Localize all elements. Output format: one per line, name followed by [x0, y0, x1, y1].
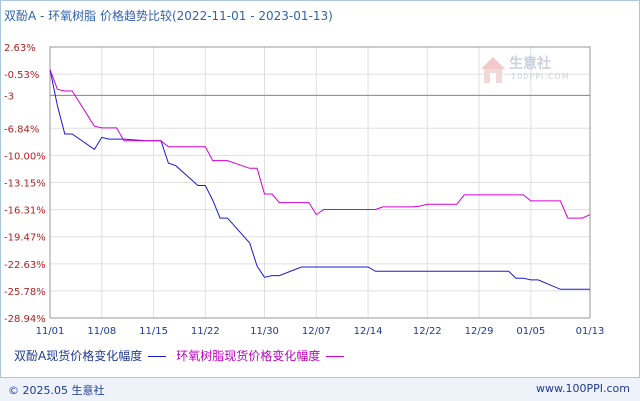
footer-bar: © 2025.05 生意社 www.100PPI.com [0, 377, 640, 401]
legend-label-b: 环氧树脂现货价格变化幅度 [176, 349, 321, 363]
x-tick-label: 01/05 [516, 326, 545, 337]
y-tick-label: -28.94% [4, 314, 46, 325]
y-tick-label: 2.63% [4, 43, 36, 54]
y-tick-label: -3 [4, 91, 14, 102]
chart-legend: 双酚A现货价格变化幅度 环氧树脂现货价格变化幅度 [14, 347, 345, 364]
x-tick-label: 01/13 [576, 326, 605, 337]
watermark-url: 100PPI.COM [511, 72, 570, 81]
y-tick-label: -19.47% [4, 233, 46, 244]
x-tick-label: 12/14 [354, 326, 383, 337]
x-tick-label: 11/22 [191, 326, 220, 337]
legend-item-a: 双酚A现货价格变化幅度 [14, 347, 167, 364]
legend-label-a: 双酚A现货价格变化幅度 [14, 349, 143, 363]
watermark-logo: 生意社 100PPI.COM [479, 53, 579, 89]
legend-swatch-b [326, 356, 345, 357]
y-tick-label: -25.78% [4, 287, 46, 298]
chart-title: 双酚A - 环氧树脂 价格趋势比较(2022-11-01 - 2023-01-1… [4, 7, 333, 24]
y-tick-label: -22.63% [4, 260, 46, 271]
date-range: (2022-11-01 - 2023-01-13) [171, 9, 333, 23]
y-tick-label: -6.84% [4, 124, 39, 135]
plot-area-border [49, 46, 591, 319]
x-tick-label: 11/01 [36, 326, 65, 337]
footer-site-link[interactable]: www.100PPI.com [536, 382, 630, 395]
x-tick-label: 12/29 [465, 326, 494, 337]
series-line-bisphenol-a [49, 69, 590, 290]
watermark-name: 生意社 [509, 56, 551, 72]
footer-copyright: © 2025.05 生意社 [8, 384, 105, 397]
x-tick-label: 11/08 [87, 326, 116, 337]
series-line-epoxy-resin [49, 69, 591, 219]
x-tick-label: 11/30 [250, 326, 279, 337]
y-tick-label: -13.15% [4, 178, 46, 189]
y-tick-label: -10.00% [4, 151, 46, 162]
legend-item-b: 环氧树脂现货价格变化幅度 [176, 347, 345, 364]
title-text: 双酚A - 环氧树脂 价格趋势比较 [4, 9, 172, 23]
house-logo-icon [481, 57, 505, 83]
y-tick-label: -0.53% [4, 70, 39, 81]
y-tick-label: -16.31% [4, 206, 46, 217]
x-tick-label: 12/07 [302, 326, 331, 337]
legend-swatch-a [148, 356, 167, 357]
x-tick-label: 11/15 [139, 326, 168, 337]
x-tick-label: 12/22 [413, 326, 442, 337]
